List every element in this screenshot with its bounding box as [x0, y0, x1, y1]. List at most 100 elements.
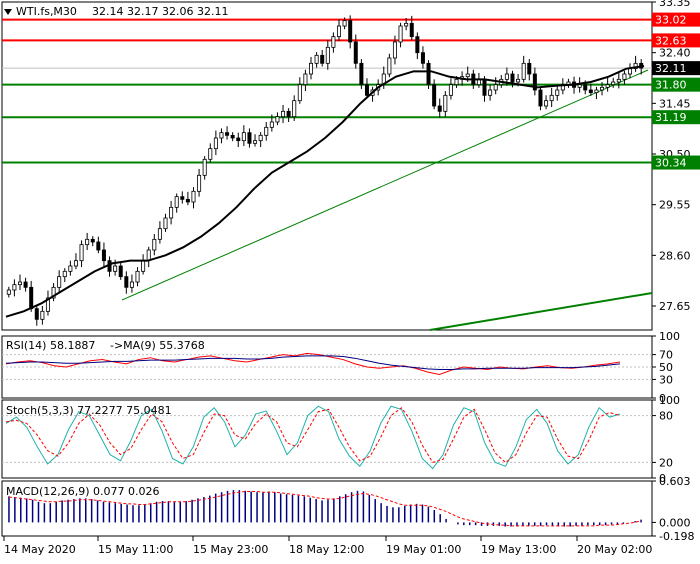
- candle-body: [163, 217, 168, 230]
- candle-body: [219, 132, 224, 139]
- support-level-label: 30.34: [655, 157, 687, 170]
- support-level-tag: [652, 77, 700, 92]
- candle-body: [527, 62, 532, 75]
- candle-body: [331, 36, 336, 48]
- candle-body: [611, 81, 616, 86]
- candle-body: [208, 148, 213, 160]
- candle-body: [113, 265, 118, 272]
- candle-body: [247, 132, 252, 144]
- candle-body: [588, 89, 593, 94]
- rsi-ma-title: ->MA(9) 55.3768: [110, 339, 205, 352]
- candle-body: [124, 276, 129, 288]
- symbol-dropdown-icon[interactable]: [4, 9, 12, 15]
- support-level-tag: [652, 155, 700, 170]
- candle-body: [129, 281, 134, 288]
- candle-body: [202, 158, 207, 176]
- ohlc-values: 32.14 32.17 32.06 32.11: [92, 5, 228, 18]
- stoch-tick-label: 20: [659, 456, 673, 469]
- candle-body: [387, 57, 392, 75]
- candle-body: [605, 84, 610, 88]
- rsi-tick-label: 30: [659, 373, 673, 386]
- current-price-tag: [652, 61, 700, 76]
- candle-body: [549, 94, 554, 102]
- candle-body: [29, 286, 34, 310]
- candle-body: [448, 84, 453, 96]
- candle-body: [398, 25, 403, 43]
- uptrend-line: [121, 69, 649, 301]
- stoch-d-line: [5, 407, 621, 464]
- candle-body: [269, 121, 274, 128]
- candle-body: [583, 84, 588, 91]
- candle-body: [264, 126, 269, 136]
- candle-body: [180, 196, 185, 200]
- candle-body: [516, 78, 521, 83]
- price-tick-label: 27.65: [659, 300, 691, 313]
- resistance-level-label: 32.63: [655, 34, 687, 47]
- time-tick-label: 15 May 11:00: [98, 543, 173, 556]
- candle-body: [45, 297, 50, 312]
- rsi-tick-label: 50: [659, 361, 673, 374]
- candle-body: [191, 190, 196, 203]
- candle-body: [521, 62, 526, 80]
- candle-body: [135, 270, 140, 283]
- candle-body: [420, 52, 425, 64]
- candle-body: [493, 84, 498, 91]
- candle-body: [616, 78, 621, 83]
- macd-tick-label: 0.603: [659, 475, 691, 488]
- macd-pane[interactable]: 0.603 0.000-0.198: [1, 475, 694, 543]
- candle-body: [281, 110, 286, 118]
- candle-body: [465, 73, 470, 78]
- candle-body: [628, 68, 633, 75]
- candle-body: [404, 22, 409, 27]
- price-pane[interactable]: 33.3532.4031.4530.5029.5528.6027.6533.02…: [1, 0, 700, 331]
- rsi-tick-label: 0: [659, 392, 666, 405]
- candle-body: [118, 265, 123, 278]
- candle-body: [23, 281, 28, 288]
- candle-body: [185, 198, 190, 203]
- candle-body: [443, 94, 448, 112]
- candle-body: [90, 238, 95, 243]
- candle-body: [213, 137, 218, 150]
- support-level-label: 31.19: [655, 111, 687, 124]
- moving-average-line: [5, 65, 645, 318]
- candle-body: [600, 86, 605, 91]
- candle-body: [622, 73, 627, 80]
- candle-body: [286, 110, 291, 118]
- time-tick-label: 18 May 12:00: [289, 543, 364, 556]
- resistance-level-tag: [652, 33, 700, 48]
- candle-body: [336, 25, 341, 38]
- candle-body: [415, 36, 420, 54]
- candle-body: [236, 137, 241, 142]
- candle-body: [392, 41, 397, 59]
- macd-title: MACD(12,26,9) 0.077 0.026: [6, 485, 160, 498]
- rsi-title: RSI(14) 58.1887: [6, 339, 95, 352]
- candle-body: [577, 84, 582, 88]
- time-axis: 14 May 2020 15 May 11:00 15 May 23:00 18 Ma…: [3, 536, 652, 556]
- candle-body: [57, 276, 62, 288]
- candle-body: [40, 310, 45, 320]
- resistance-level-label: 33.02: [655, 14, 687, 27]
- support-level-tag: [652, 110, 700, 125]
- candle-body: [309, 62, 314, 75]
- candle-body: [409, 22, 414, 38]
- candle-body: [230, 134, 235, 139]
- candle-body: [34, 308, 39, 320]
- price-tick-label: 28.60: [659, 249, 691, 262]
- candle-body: [359, 62, 364, 86]
- candle-body: [12, 284, 17, 291]
- candle-body: [157, 228, 162, 240]
- candle-body: [437, 105, 442, 112]
- candle-body: [258, 134, 263, 142]
- resistance-level-tag: [652, 12, 700, 27]
- candle-body: [538, 89, 543, 107]
- price-tick-label: 29.55: [659, 199, 691, 212]
- candle-body: [353, 41, 358, 64]
- rsi-tick-label: 70: [659, 349, 673, 362]
- stochastic-pane[interactable]: 100 80 20 0: [1, 394, 680, 485]
- candle-body: [174, 196, 179, 208]
- candle-body: [364, 84, 369, 96]
- stoch-pane-border: [1, 399, 653, 479]
